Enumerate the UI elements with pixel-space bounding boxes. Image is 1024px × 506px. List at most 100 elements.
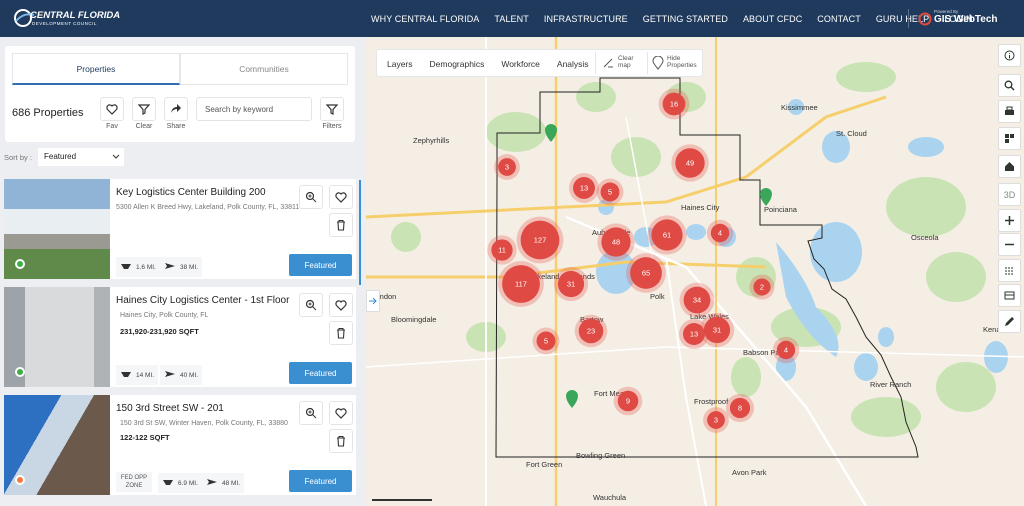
cluster[interactable] [662, 92, 686, 116]
cluster[interactable] [617, 390, 639, 412]
cluster-count: 3 [505, 163, 509, 172]
cluster[interactable] [557, 270, 585, 298]
nav-item[interactable]: TALENT [494, 13, 529, 24]
cluster[interactable] [536, 331, 556, 351]
map-tool-button[interactable] [998, 74, 1021, 97]
chevron [112, 154, 120, 159]
cluster[interactable] [675, 148, 705, 178]
clear-button[interactable] [132, 97, 156, 121]
icon [369, 297, 377, 305]
cluster[interactable] [502, 265, 540, 303]
cluster-count: 5 [544, 337, 548, 346]
nav-item[interactable]: INFRASTRUCTURE [543, 13, 628, 24]
cluster[interactable] [573, 177, 595, 199]
nav-item[interactable]: LOGIN [944, 13, 973, 24]
cluster[interactable] [753, 278, 771, 296]
collapse-panel-button[interactable] [366, 290, 380, 312]
zoom-button[interactable] [299, 293, 323, 317]
icon-shape [1005, 139, 1009, 143]
featured-button[interactable]: Featured [289, 254, 352, 276]
map-tool-button[interactable] [998, 100, 1021, 123]
fav-button[interactable] [100, 97, 124, 121]
nav-item[interactable]: WHY CENTRAL FLORIDA [371, 13, 480, 24]
trash-button[interactable] [329, 213, 353, 237]
cluster[interactable] [651, 219, 683, 251]
nav-item[interactable]: ABOUT CFDC [742, 13, 803, 24]
cluster[interactable] [776, 340, 796, 360]
zoom-button[interactable] [299, 401, 323, 425]
cluster[interactable] [600, 182, 620, 202]
icon-shape [337, 435, 345, 447]
map-tool-button[interactable] [998, 127, 1021, 150]
listing-card[interactable]: Haines City Logistics Center - 1st Floor… [4, 287, 356, 387]
heart-button[interactable] [329, 293, 353, 317]
heart-button[interactable] [329, 185, 353, 209]
nav-item[interactable]: CONTACT [817, 13, 861, 24]
search-input[interactable]: Search by keyword [196, 97, 312, 121]
cluster[interactable] [707, 411, 725, 429]
icon-shape [326, 104, 338, 115]
map-tool-button[interactable] [998, 209, 1021, 232]
place-label: Frostproof [694, 397, 729, 406]
property-count: 686 Properties [12, 107, 84, 119]
map-tool-button[interactable] [998, 44, 1021, 67]
filters-button[interactable] [320, 97, 344, 121]
place-label: Polk [650, 292, 665, 301]
brand-icon [918, 12, 932, 26]
map-tool[interactable]: Demographics [429, 59, 485, 69]
map-tool-button[interactable] [998, 284, 1021, 307]
cluster[interactable] [491, 239, 513, 261]
map-tool[interactable]: Workforce [501, 59, 540, 69]
tab-communities[interactable]: Communities [180, 53, 348, 85]
listing-title: Key Logistics Center Building 200 [116, 187, 266, 198]
clear-map-button[interactable]: Clear map [595, 52, 645, 74]
cluster[interactable] [630, 257, 662, 289]
featured-button[interactable]: Featured [289, 362, 352, 384]
trash-button[interactable] [329, 321, 353, 345]
cluster[interactable] [683, 286, 711, 314]
brand-name[interactable]: GIS WebTech [934, 14, 998, 25]
cluster[interactable] [498, 158, 516, 176]
cluster[interactable] [710, 223, 730, 243]
cluster[interactable] [520, 220, 560, 260]
icon-shape [305, 299, 315, 309]
lake [776, 242, 839, 357]
view-3d-button[interactable]: 3D [998, 183, 1021, 206]
cluster[interactable] [703, 316, 731, 344]
heart-button[interactable] [329, 401, 353, 425]
cluster[interactable] [683, 323, 705, 345]
map-tool[interactable]: Analysis [556, 59, 589, 69]
map-tool[interactable]: Layers [387, 59, 413, 69]
icon-shape [121, 264, 131, 269]
trash-button[interactable] [329, 429, 353, 453]
nav-item[interactable]: GURU HELP [875, 13, 930, 24]
map-tool-button[interactable] [998, 155, 1021, 178]
icon-shape [337, 327, 345, 339]
hide-properties-button[interactable]: Hide Properties [647, 52, 702, 74]
share-button[interactable] [164, 97, 188, 121]
listing-card[interactable]: Key Logistics Center Building 200 5300 Al… [4, 179, 356, 279]
cluster[interactable] [578, 318, 604, 344]
map[interactable]: Zephyrhills Kissimmee St. Cloud Haines City… [366, 37, 1024, 506]
icon-shape [1005, 162, 1014, 171]
cluster[interactable] [729, 397, 751, 419]
cluster-count: 31 [567, 280, 575, 289]
icon-shape [171, 104, 181, 113]
icon-shape [305, 191, 317, 203]
nav-item[interactable]: GETTING STARTED [642, 13, 728, 24]
filters-label: Filters [322, 123, 342, 130]
cluster-count: 34 [693, 296, 701, 305]
sort-select[interactable]: Featured [38, 148, 124, 166]
map-tool-button[interactable] [998, 259, 1021, 282]
road [366, 95, 887, 219]
map-tool-button[interactable] [998, 233, 1021, 256]
zoom-button[interactable] [299, 185, 323, 209]
map-tool-button[interactable] [998, 310, 1021, 333]
cluster[interactable] [601, 227, 631, 257]
featured-button[interactable]: Featured [289, 470, 352, 492]
listing-card[interactable]: 150 3rd Street SW - 201 150 3rd St SW, Wi… [4, 395, 356, 495]
cluster-count: 2 [760, 283, 764, 292]
tab-properties[interactable]: Properties [12, 53, 180, 85]
place-label: Kissimmee [781, 103, 818, 112]
share-label: Share [166, 123, 186, 130]
